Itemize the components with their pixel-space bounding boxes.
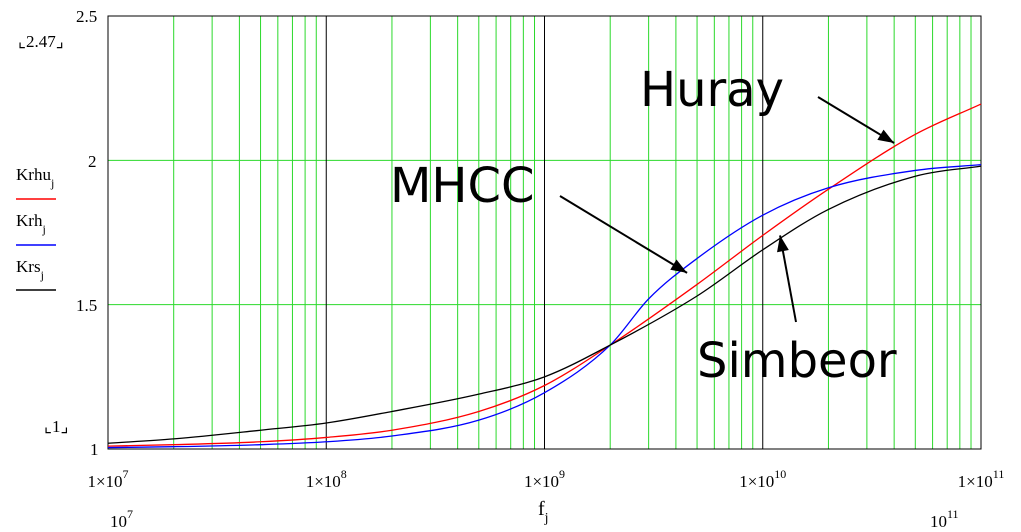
annotation-simbeor: Simbeor (697, 333, 897, 389)
annotation-mhcc: MHCC (390, 158, 535, 214)
y-marker-bottom-bracket-r: ⌟ (60, 417, 68, 436)
series-line-krhu (107, 103, 982, 447)
series-line-krs (107, 165, 982, 444)
y-tick-label-2: 2 (88, 152, 97, 171)
y-marker-bottom-bracket-l: ⌞ (44, 417, 52, 436)
x-range-left: 107 (110, 507, 133, 531)
y-marker-top-bracket-l: ⌞ (18, 32, 26, 51)
plot-frame (107, 15, 982, 450)
y-tick-label-1: 1 (90, 440, 99, 459)
y-tick-label-1.5: 1.5 (76, 296, 97, 315)
series-line-krh (107, 164, 982, 449)
y-marker-top-bracket-r: ⌟ (56, 32, 64, 51)
y-marker-top-label: 2.47 (26, 32, 56, 51)
legend-entry-krh: Krhj (16, 211, 46, 236)
svg-text:⌞1⌟: ⌞1⌟ (44, 417, 68, 436)
grid-minor-lines (108, 16, 981, 449)
y-marker-bottom-label: 1 (52, 417, 61, 436)
arrow-simbeor (777, 235, 797, 323)
legend-entry-krs: Krsj (16, 257, 44, 282)
arrow-mhcc (559, 195, 688, 274)
x-tick-label: 1×109 (524, 467, 565, 491)
legend-entry-krhu: Krhuj (16, 165, 54, 190)
x-tick-label: 1×107 (87, 467, 128, 491)
x-tick-labels: 1×107 1×108 1×109 1×1010 1×1011 (87, 467, 1004, 491)
annotation-huray: Huray (640, 62, 784, 118)
x-tick-label: 1×108 (306, 467, 347, 491)
x-tick-label: 1×1010 (739, 467, 786, 491)
y-marker-top: ⌞2.47⌟ (18, 32, 64, 51)
arrow-huray (817, 96, 895, 144)
y-tick-label-2.5: 2.5 (76, 7, 97, 26)
x-range-right: 1011 (930, 507, 959, 531)
annotation-arrows (559, 96, 895, 323)
y-marker-bottom: ⌞1⌟ (44, 417, 68, 436)
x-tick-label: 1×1011 (958, 467, 1005, 491)
legend: Krhuj Krhj Krsj (16, 165, 56, 291)
x-axis-label: fj (538, 498, 549, 526)
svg-text:⌞2.47⌟: ⌞2.47⌟ (18, 32, 64, 51)
